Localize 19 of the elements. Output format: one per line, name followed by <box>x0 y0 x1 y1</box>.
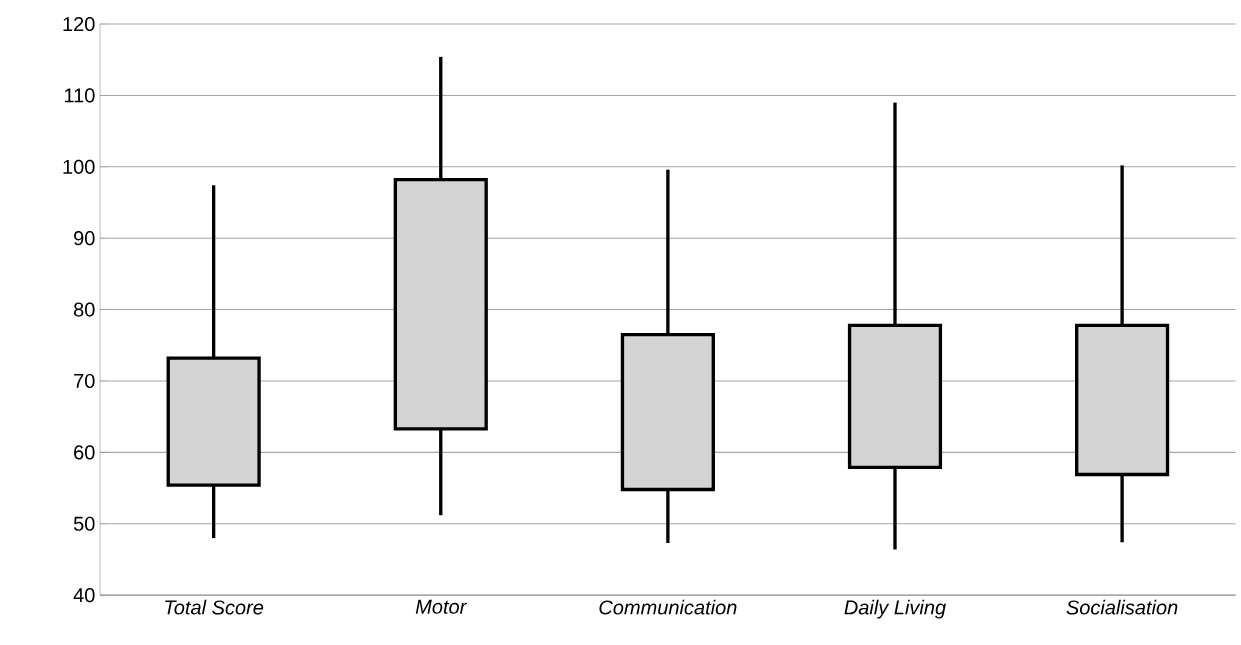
y-tick-label: 40 <box>73 588 95 603</box>
y-tick-label: 120 <box>63 17 95 32</box>
x-tick-label: Total Score <box>165 600 264 615</box>
candlestick <box>393 55 488 516</box>
y-tick-label: 110 <box>64 88 95 103</box>
x-tick-label: Communication <box>599 600 737 615</box>
x-tick-label: Daily Living <box>844 600 946 619</box>
y-tick-label: 70 <box>74 374 95 389</box>
x-tick-label: Motor <box>415 600 468 615</box>
y-tick-label: 90 <box>74 231 95 246</box>
y-tick-label: 100 <box>63 159 95 175</box>
y-tick-label: 80 <box>73 302 95 317</box>
y-tick-label: 60 <box>74 445 95 460</box>
candlestick <box>166 185 261 539</box>
x-tick-label: Socialisation <box>1066 600 1178 615</box>
y-tick-label: 50 <box>73 516 95 532</box>
candlestick <box>847 102 943 550</box>
candlestick <box>620 168 715 544</box>
candlestick <box>1075 165 1170 543</box>
